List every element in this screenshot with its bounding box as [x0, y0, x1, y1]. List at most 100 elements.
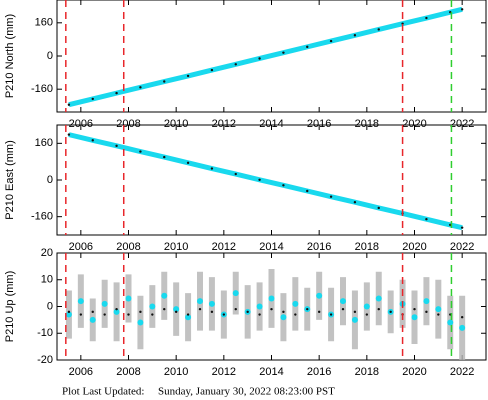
data-point: [77, 298, 84, 305]
model-point: [341, 307, 345, 311]
x-tick-label: 2022: [450, 241, 474, 253]
data-point: [137, 319, 144, 326]
series-marker: [460, 8, 464, 11]
y-tick-label: -160: [31, 211, 53, 223]
x-tick-label: 2016: [307, 118, 331, 130]
y-tick-label: 10: [41, 274, 53, 286]
x-tick-label: 2020: [402, 241, 426, 253]
y-tick-label: -20: [37, 354, 53, 366]
model-point: [317, 310, 321, 314]
series-marker: [282, 51, 285, 54]
data-point: [316, 292, 323, 299]
y-tick-label: -160: [31, 83, 53, 95]
model-point: [91, 310, 94, 314]
y-axis-label: P210 East (mm): [4, 140, 16, 219]
y-tick-label: -10: [37, 327, 53, 339]
y-axis-label: P210 Up (mm): [4, 271, 16, 343]
model-point: [389, 310, 392, 314]
data-point: [125, 295, 132, 302]
series-marker: [329, 39, 333, 43]
model-point: [437, 313, 440, 316]
x-tick-label: 2008: [116, 241, 140, 253]
model-point: [329, 313, 333, 316]
y-tick-label: 0: [47, 174, 53, 186]
series-marker: [234, 172, 237, 176]
x-tick-label: 2008: [116, 366, 140, 378]
x-tick-label: 2018: [355, 118, 379, 130]
model-point: [103, 313, 106, 316]
series-marker: [210, 68, 214, 72]
x-tick-label: 2008: [116, 118, 140, 130]
data-point: [268, 295, 275, 302]
footer-date: Sunday, January 30, 2022 08:23:00 PST: [158, 386, 335, 398]
model-point: [282, 310, 285, 314]
model-point: [151, 313, 154, 316]
series-line: [68, 6, 463, 108]
series-marker: [91, 139, 94, 142]
data-point: [292, 300, 299, 307]
series-marker: [353, 201, 357, 204]
x-tick-label: 2006: [69, 118, 93, 130]
model-point: [115, 307, 118, 311]
series-marker: [234, 63, 237, 66]
model-point: [365, 313, 369, 316]
series-marker: [377, 28, 380, 31]
x-tick-label: 2014: [259, 366, 283, 378]
model-point: [127, 313, 130, 316]
data-point: [113, 308, 120, 315]
data-point: [375, 295, 382, 302]
series-marker: [258, 178, 261, 181]
model-point: [234, 307, 237, 311]
data-point: [149, 303, 156, 310]
data-point: [65, 311, 72, 318]
y-tick-label: 160: [35, 17, 53, 29]
x-tick-label: 2012: [212, 118, 236, 130]
x-tick-label: 2022: [450, 118, 474, 130]
series-marker: [282, 184, 285, 187]
y-axis-label: P210 North (mm): [4, 14, 16, 98]
model-point: [198, 307, 202, 311]
series-marker: [115, 144, 118, 148]
model-point: [294, 313, 297, 316]
data-point: [363, 303, 370, 310]
data-point: [161, 292, 168, 299]
model-point: [460, 316, 464, 319]
series-marker: [115, 91, 118, 95]
series-marker: [163, 80, 166, 83]
data-point: [256, 303, 263, 310]
model-point: [174, 310, 178, 314]
data-point: [232, 290, 239, 297]
series-marker: [460, 226, 464, 229]
data-point: [89, 316, 96, 323]
x-tick-label: 2018: [355, 241, 379, 253]
x-tick-label: 2012: [212, 241, 236, 253]
model-point: [139, 310, 142, 314]
series-marker: [139, 150, 142, 153]
data-point: [435, 306, 442, 313]
series-marker: [377, 206, 380, 210]
series-marker: [139, 86, 142, 89]
x-tick-label: 2014: [259, 241, 283, 253]
x-tick-label: 2014: [259, 118, 283, 130]
series-marker: [67, 133, 71, 136]
series-marker: [329, 195, 333, 198]
model-point: [79, 313, 83, 316]
y-tick-label: 20: [41, 247, 53, 259]
series-marker: [210, 167, 214, 170]
y-tick-label: 160: [35, 137, 53, 149]
series-marker: [258, 57, 261, 60]
x-tick-label: 2022: [450, 366, 474, 378]
model-point: [377, 307, 380, 311]
series-marker: [186, 74, 190, 78]
x-tick-label: 2020: [402, 366, 426, 378]
data-point: [423, 298, 430, 305]
series-marker: [353, 34, 357, 37]
model-point: [270, 307, 273, 311]
data-point: [208, 300, 215, 307]
x-tick-label: 2012: [212, 366, 236, 378]
series-marker: [186, 161, 190, 165]
x-tick-label: 2020: [402, 118, 426, 130]
data-point: [101, 300, 108, 307]
